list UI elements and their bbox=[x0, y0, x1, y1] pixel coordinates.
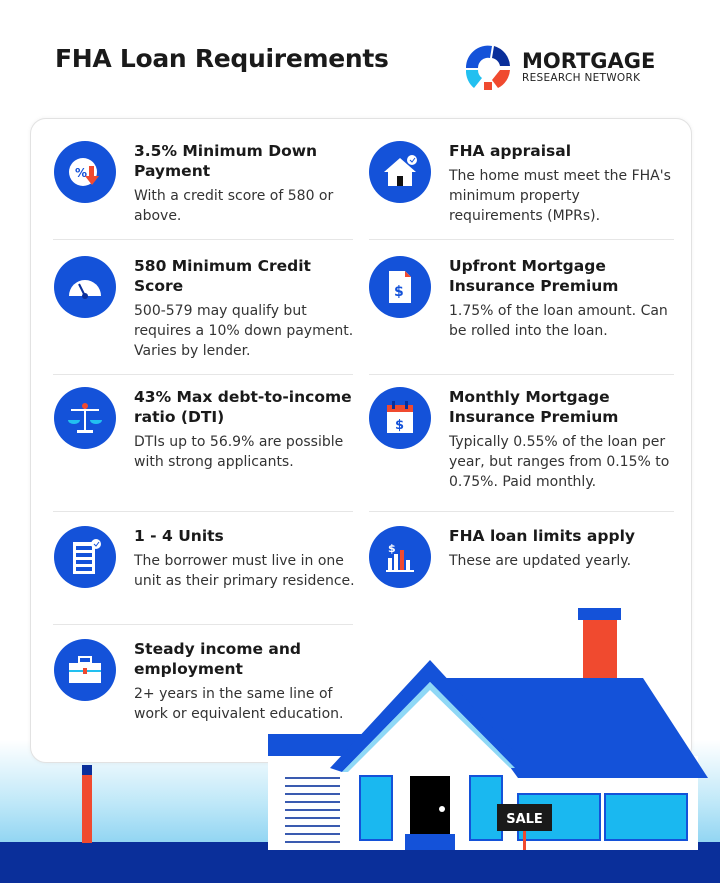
svg-text:%: % bbox=[75, 166, 87, 180]
requirement-body: The borrower must live in one unit as th… bbox=[134, 553, 355, 589]
page-title: FHA Loan Requirements bbox=[55, 44, 389, 73]
requirement-upfront-mip: $ Upfront Mortgage Insurance Premium 1.7… bbox=[369, 256, 674, 341]
requirement-monthly-mip: $ Monthly Mortgage Insurance Premium Typ… bbox=[369, 387, 674, 492]
requirement-body: 1.75% of the loan amount. Can be rolled … bbox=[449, 303, 668, 339]
divider bbox=[53, 239, 353, 240]
divider bbox=[369, 511, 674, 512]
dollar-chart-icon: $ bbox=[369, 526, 431, 588]
gauge-icon bbox=[54, 256, 116, 318]
requirement-body: With a credit score of 580 or above. bbox=[134, 188, 334, 224]
sale-sign bbox=[497, 804, 552, 831]
windows bbox=[359, 775, 688, 841]
requirement-body: The home must meet the FHA's minimum pro… bbox=[449, 168, 671, 224]
requirement-title: Steady income and employment bbox=[134, 640, 301, 678]
requirement-down-payment: % 3.5% Minimum Down Payment With a credi… bbox=[54, 141, 364, 226]
divider bbox=[53, 511, 353, 512]
divider bbox=[369, 374, 674, 375]
logo-icon bbox=[465, 45, 510, 90]
requirement-income: Steady income and employment 2+ years in… bbox=[54, 639, 364, 724]
building-units-icon bbox=[54, 526, 116, 588]
front-door bbox=[410, 776, 450, 834]
requirement-loan-limits: $ FHA loan limits apply These are update… bbox=[369, 526, 674, 588]
requirements-card: % 3.5% Minimum Down Payment With a credi… bbox=[30, 118, 692, 763]
divider bbox=[369, 239, 674, 240]
scale-icon bbox=[54, 387, 116, 449]
requirement-body: 500-579 may qualify but requires a 10% d… bbox=[134, 303, 354, 359]
requirement-units: 1 - 4 Units The borrower must live in on… bbox=[54, 526, 364, 591]
dollar-document-icon: $ bbox=[369, 256, 431, 318]
requirement-body: 2+ years in the same line of work or equ… bbox=[134, 686, 344, 722]
requirement-title: 580 Minimum Credit Score bbox=[134, 257, 311, 295]
house-check-icon bbox=[369, 141, 431, 203]
dollar-calendar-icon: $ bbox=[369, 387, 431, 449]
divider bbox=[53, 374, 353, 375]
logo-subtitle: RESEARCH NETWORK bbox=[522, 72, 641, 84]
briefcase-icon bbox=[54, 639, 116, 701]
requirement-title: 3.5% Minimum Down Payment bbox=[134, 142, 318, 180]
requirement-title: 1 - 4 Units bbox=[134, 527, 224, 545]
svg-text:$: $ bbox=[388, 542, 396, 555]
svg-text:$: $ bbox=[394, 284, 404, 300]
requirement-appraisal: FHA appraisal The home must meet the FHA… bbox=[369, 141, 674, 226]
percent-down-icon: % bbox=[54, 141, 116, 203]
house-illustration: SALE bbox=[268, 608, 708, 850]
logo: MORTGAGE RESEARCH NETWORK bbox=[462, 42, 655, 92]
sale-sign-label: SALE bbox=[506, 812, 543, 827]
requirement-title: 43% Max debt-to-income ratio (DTI) bbox=[134, 388, 352, 426]
svg-text:$: $ bbox=[395, 418, 404, 433]
requirement-title: Monthly Mortgage Insurance Premium bbox=[449, 388, 619, 426]
requirement-body: DTIs up to 56.9% are possible with stron… bbox=[134, 434, 344, 470]
requirement-title: FHA loan limits apply bbox=[449, 527, 635, 545]
requirement-dti: 43% Max debt-to-income ratio (DTI) DTIs … bbox=[54, 387, 364, 472]
requirement-body: Typically 0.55% of the loan per year, bu… bbox=[449, 434, 670, 490]
requirement-title: Upfront Mortgage Insurance Premium bbox=[449, 257, 619, 295]
requirement-body: These are updated yearly. bbox=[449, 553, 632, 569]
divider bbox=[53, 624, 353, 625]
requirement-title: FHA appraisal bbox=[449, 142, 572, 160]
requirement-credit-score: 580 Minimum Credit Score 500-579 may qua… bbox=[54, 256, 364, 361]
logo-title: MORTGAGE bbox=[522, 49, 656, 73]
mailbox-post bbox=[82, 765, 92, 843]
